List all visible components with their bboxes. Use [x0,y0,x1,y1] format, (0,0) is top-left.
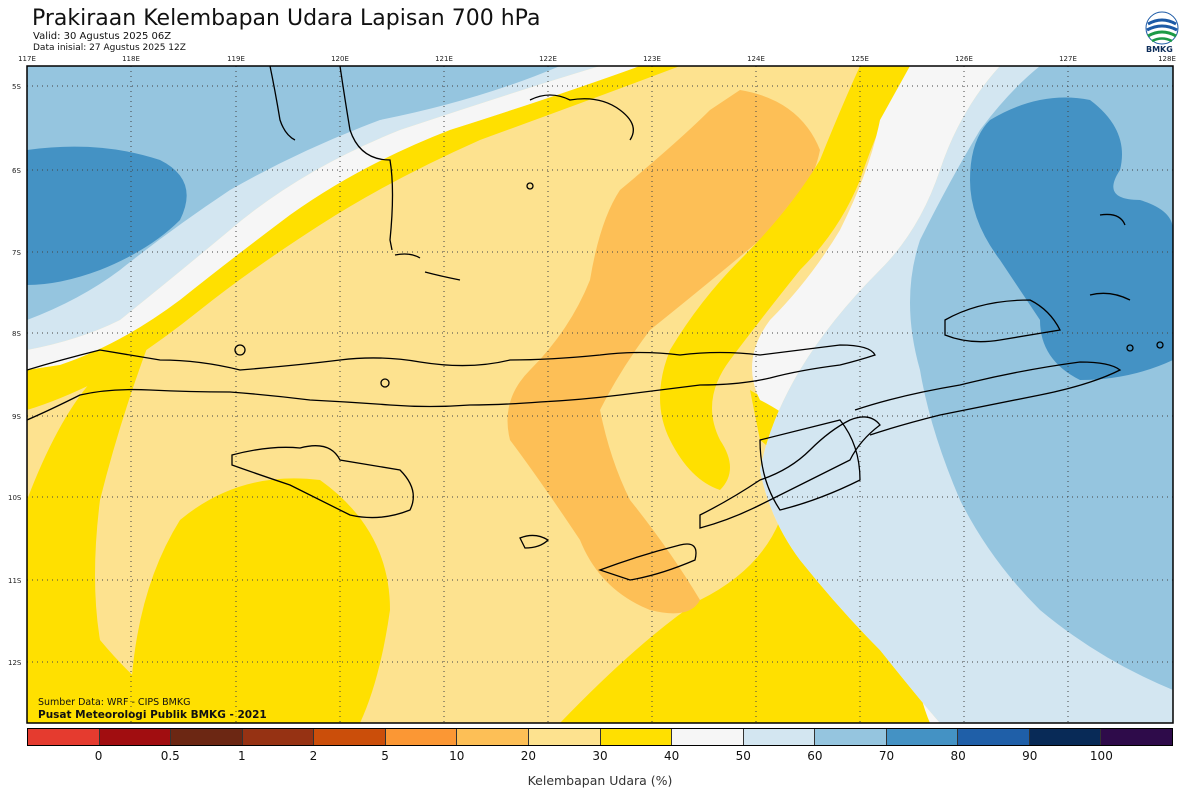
humidity-30-40-region-sw [27,340,200,723]
init-time: Data inisial: 27 Agustus 2025 12Z [33,43,186,53]
lon-label: 119E [227,55,245,63]
map-frame [26,65,1174,724]
colorbar-tick-label: 1 [238,749,246,763]
humidity-30-40-band-e [660,66,910,490]
humidity-70-80-region-nw [27,146,187,285]
lon-label: 121E [435,55,453,63]
colorbar-swatch [600,729,673,745]
island-sulawesi [339,66,394,251]
island-timor [699,416,881,529]
graticule [27,66,1173,723]
data-source: Sumber Data: WRF - CIPS BMKG [38,697,191,708]
organization: Pusat Meteorologi Publik BMKG - 2021 [38,709,267,721]
lat-label: 10S [8,494,22,502]
lat-label: 9S [12,413,21,421]
colorbar-tick-label: 5 [381,749,389,763]
colorbar-swatch [171,729,243,745]
island-wetar [944,299,1061,343]
island-sawu [519,534,550,549]
colorbar-swatch [99,729,172,745]
colorbar-swatch [1101,729,1172,745]
lat-label: 5S [12,83,21,91]
humidity-10-20-region [507,90,820,614]
island-selayar [269,66,296,141]
colorbar-tick-label: 60 [807,749,823,763]
humidity-30-40-region-s [130,478,390,723]
lat-label: 6S [12,167,21,175]
timor-east-line [854,361,1122,436]
lat-label: 8S [12,330,21,338]
colorbar-swatch [672,729,744,745]
humidity-30-40-band-nw [27,66,680,410]
island-timor-border [759,419,861,511]
lon-label: 120E [331,55,349,63]
colorbar-tick-label: 40 [663,749,680,763]
lon-label: 122E [539,55,557,63]
colorbar-swatch [886,729,959,745]
lon-label: 127E [1059,55,1077,63]
colorbar-tick-label: 100 [1089,749,1113,763]
colorbar-swatch [242,729,315,745]
colorbar-tick-label: 10 [449,749,465,763]
lat-label: 12S [8,659,22,667]
lon-label: 126E [955,55,973,63]
lon-labels: 117E 118E 119E 120E 121E 122E 123E 124E … [18,55,1176,63]
island-buton [529,94,634,141]
lon-label: 128E [1158,55,1176,63]
colorbar-swatch [815,729,887,745]
colorbar-tick-label: 90 [1022,749,1038,763]
lon-label: 118E [122,55,140,63]
colorbar-tick-label: 20 [520,749,537,763]
colorbar-swatch [385,729,458,745]
colorbar-swatch [528,729,601,745]
colorbar-swatch [1029,729,1102,745]
lat-label: 7S [12,249,21,257]
colorbar-tick-label: 80 [950,749,966,763]
lon-label: 124E [747,55,765,63]
colorbar-tick-label: 0 [94,749,103,763]
island-chain-north [27,344,876,421]
colorbar-swatch [314,729,386,745]
colorbar-tick-label: 50 [735,749,751,763]
colorbar-tick-label: 30 [592,749,608,763]
colorbar-swatch [28,729,100,745]
colorbar-label: Kelembapan Udara (%) [527,773,673,788]
map-title: Prakiraan Kelembapan Udara Lapisan 700 h… [32,6,541,31]
lat-labels: 5S 6S 7S 8S 9S 10S 11S 12S [8,83,22,667]
island-sumba [231,445,414,519]
colorbar [27,728,1173,746]
humidity-60-70-region-nw [27,66,560,320]
colorbar-swatch [958,729,1030,745]
lon-label: 117E [18,55,36,63]
humidity-40-50-region-nw [27,66,640,370]
coastlines [27,66,1164,581]
colorbar-swatch [457,729,529,745]
bmkg-logo-icon [1145,11,1179,45]
lon-label: 123E [643,55,661,63]
humidity-70-80-region-e [970,97,1173,380]
valid-time: Valid: 30 Agustus 2025 06Z [33,31,172,42]
island-rote [598,543,697,581]
colorbar-tick-label: 2 [309,749,318,763]
lat-label: 11S [8,577,22,585]
colorbar-tick-label: 70 [878,749,895,763]
colorbar-swatch [743,729,816,745]
logo-text: BMKG [1146,45,1173,54]
colorbar-tick-label: 0.5 [160,749,180,763]
lon-label: 125E [851,55,869,63]
